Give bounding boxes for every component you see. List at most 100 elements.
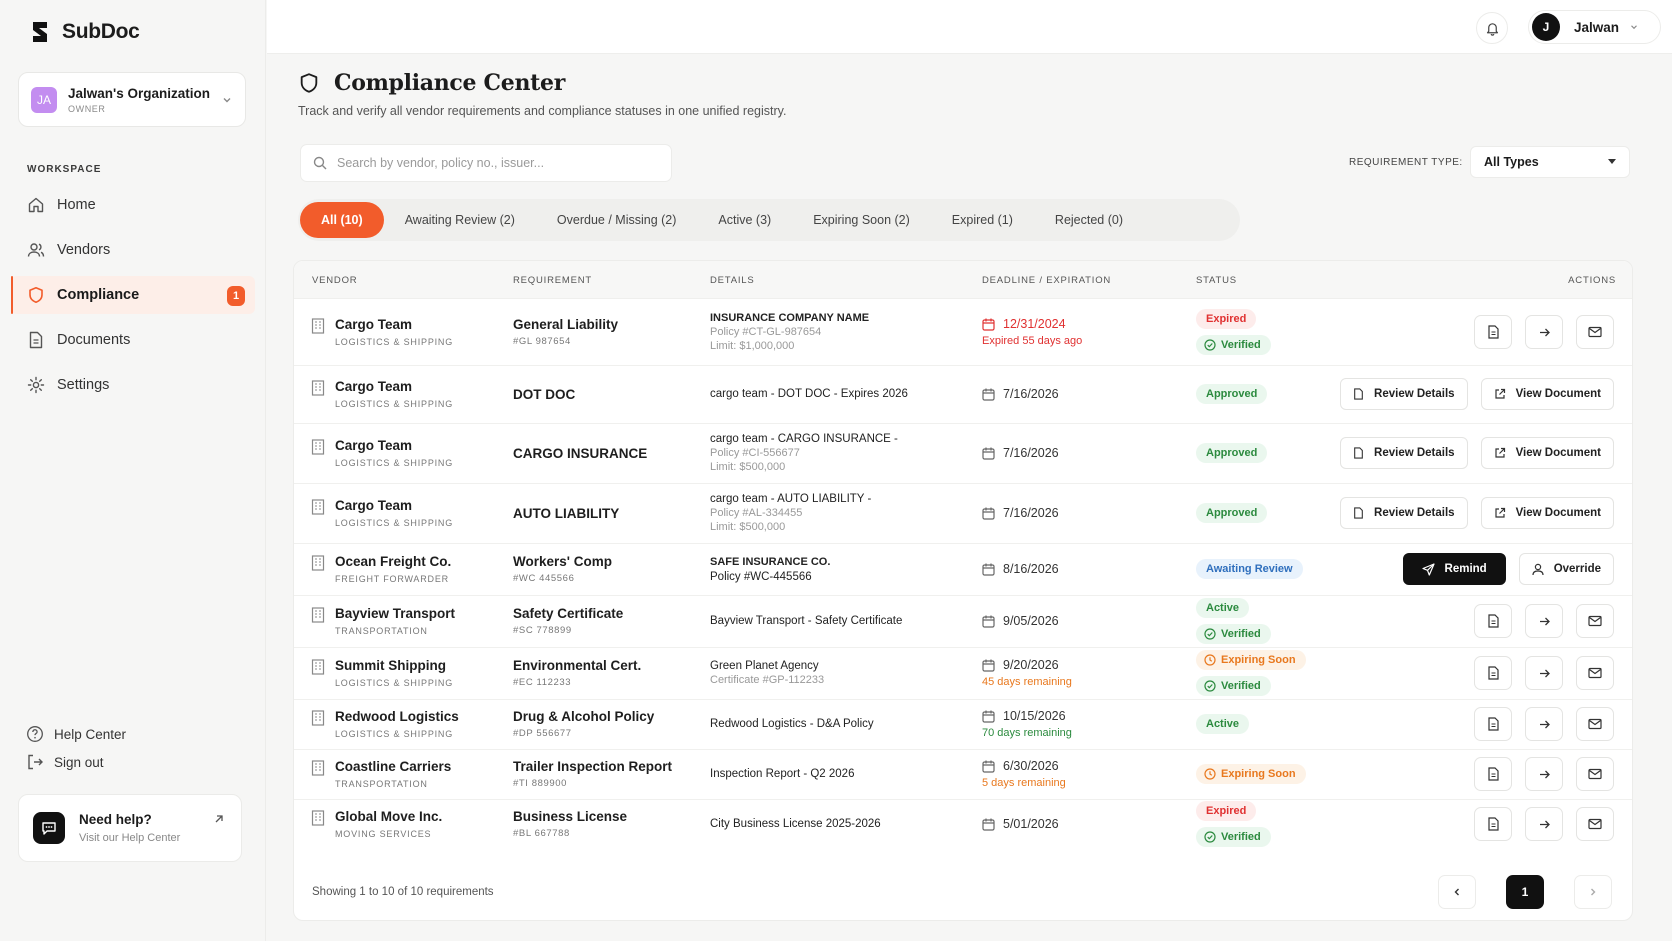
- sidebar-item-settings[interactable]: Settings: [11, 366, 255, 404]
- document-icon: [1487, 717, 1499, 731]
- open-details-button[interactable]: [1525, 807, 1563, 841]
- calendar-icon: [982, 507, 995, 520]
- mail-icon: [1588, 615, 1602, 627]
- tab-all[interactable]: All (10): [300, 202, 384, 238]
- tab-rejected[interactable]: Rejected (0): [1054, 213, 1124, 227]
- document-icon: [1354, 388, 1363, 400]
- view-document-button[interactable]: [1474, 604, 1512, 638]
- send-email-button[interactable]: [1576, 807, 1614, 841]
- status-badge-active: Active: [1196, 598, 1250, 618]
- vendor-name[interactable]: Bayview Transport: [335, 606, 456, 621]
- review-details-button[interactable]: Review Details: [1340, 437, 1468, 469]
- column-header-deadline: DEADLINE / EXPIRATION: [982, 275, 1112, 286]
- override-button[interactable]: Override: [1518, 553, 1614, 585]
- review-details-button[interactable]: Review Details: [1340, 378, 1468, 410]
- sidebar-nav: Home Vendors Compliance 1 Documents Sett…: [11, 186, 255, 411]
- details-main: City Business License 2025-2026: [710, 818, 881, 830]
- send-email-button[interactable]: [1576, 707, 1614, 741]
- sidebar-item-vendors[interactable]: Vendors: [11, 231, 255, 269]
- page-subtitle: Track and verify all vendor requirements…: [298, 104, 787, 118]
- details-main: Redwood Logistics - D&A Policy: [710, 718, 874, 730]
- search-input[interactable]: [337, 156, 637, 170]
- send-email-button[interactable]: [1576, 757, 1614, 791]
- view-document-button[interactable]: [1474, 757, 1512, 791]
- user-menu[interactable]: J Jalwan: [1528, 10, 1661, 44]
- requirement-id: #DP 556677: [513, 728, 572, 739]
- view-document-button[interactable]: View Document: [1480, 497, 1614, 529]
- search-box[interactable]: [300, 144, 672, 182]
- view-document-button[interactable]: [1474, 656, 1512, 690]
- org-switcher[interactable]: JA Jalwan's Organization OWNER: [18, 72, 246, 127]
- vendor-name[interactable]: Ocean Freight Co.: [335, 554, 452, 569]
- deadline-note: Expired 55 days ago: [982, 335, 1083, 347]
- details-main: Inspection Report - Q2 2026: [710, 768, 855, 780]
- view-document-button[interactable]: View Document: [1480, 437, 1614, 469]
- help-circle-icon: [27, 726, 43, 742]
- vendor-name[interactable]: Cargo Team: [335, 379, 413, 394]
- remind-button[interactable]: Remind: [1402, 553, 1506, 585]
- status-tabs: All (10) Awaiting Review (2) Overdue / M…: [298, 199, 1240, 241]
- vendor-name[interactable]: Global Move Inc.: [335, 809, 443, 824]
- notifications-button[interactable]: [1476, 12, 1508, 44]
- vendor-name[interactable]: Cargo Team: [335, 317, 413, 332]
- view-document-button[interactable]: View Document: [1480, 378, 1614, 410]
- document-icon: [29, 331, 43, 349]
- open-details-button[interactable]: [1525, 604, 1563, 638]
- sidebar-item-home[interactable]: Home: [11, 186, 255, 224]
- send-email-button[interactable]: [1576, 315, 1614, 349]
- deadline-date: 7/16/2026: [1003, 506, 1059, 520]
- tab-overdue-missing[interactable]: Overdue / Missing (2): [556, 213, 677, 227]
- help-center-link[interactable]: Help Center: [26, 720, 126, 748]
- sign-out-link[interactable]: Sign out: [26, 748, 126, 776]
- vendor-name[interactable]: Summit Shipping: [335, 658, 446, 673]
- tab-awaiting-review[interactable]: Awaiting Review (2): [404, 213, 515, 227]
- button-label: Review Details: [1374, 507, 1455, 519]
- requirement-name: Business License: [513, 809, 628, 824]
- requirement-id: #SC 778899: [513, 625, 572, 636]
- next-page-button[interactable]: [1574, 875, 1612, 909]
- column-header-requirement: REQUIREMENT: [513, 275, 592, 286]
- review-details-button[interactable]: Review Details: [1340, 497, 1468, 529]
- home-icon: [28, 197, 44, 213]
- row-actions: [1474, 604, 1614, 638]
- open-details-button[interactable]: [1525, 656, 1563, 690]
- requirement-type-value: All Types: [1484, 155, 1539, 169]
- tab-expiring-soon[interactable]: Expiring Soon (2): [813, 213, 910, 227]
- vendor-category: LOGISTICS & SHIPPING: [335, 399, 454, 409]
- open-details-button[interactable]: [1525, 757, 1563, 791]
- help-card-title: Need help?: [79, 812, 152, 827]
- prev-page-button[interactable]: [1438, 875, 1476, 909]
- send-email-button[interactable]: [1576, 604, 1614, 638]
- table-row: Cargo Team LOGISTICS & SHIPPING AUTO LIAB…: [294, 483, 1632, 543]
- send-email-button[interactable]: [1576, 656, 1614, 690]
- vendor-name[interactable]: Cargo Team: [335, 498, 413, 513]
- vendor-name[interactable]: Redwood Logistics: [335, 709, 459, 724]
- tab-expired[interactable]: Expired (1): [951, 213, 1013, 227]
- arrow-right-icon: [1539, 820, 1550, 828]
- requirement-type-select[interactable]: All Types: [1470, 146, 1630, 178]
- vendor-category: TRANSPORTATION: [335, 779, 428, 789]
- document-icon: [1354, 507, 1363, 519]
- check-circle-icon: [1204, 680, 1216, 692]
- bell-icon: [1486, 22, 1498, 36]
- vendor-name[interactable]: Coastline Carriers: [335, 759, 452, 774]
- open-details-button[interactable]: [1525, 707, 1563, 741]
- vendor-name[interactable]: Cargo Team: [335, 438, 413, 453]
- details-main: INSURANCE COMPANY NAME: [710, 312, 870, 324]
- view-document-button[interactable]: [1474, 707, 1512, 741]
- table-row: Cargo Team LOGISTICS & SHIPPING CARGO INS…: [294, 423, 1632, 483]
- requirement-id: #GL 987654: [513, 336, 571, 347]
- view-document-button[interactable]: [1474, 807, 1512, 841]
- tab-active[interactable]: Active (3): [718, 213, 772, 227]
- page-1-button[interactable]: 1: [1506, 875, 1544, 909]
- sidebar-item-compliance[interactable]: Compliance 1: [11, 276, 255, 314]
- view-document-button[interactable]: [1474, 315, 1512, 349]
- help-card[interactable]: Need help? Visit our Help Center: [18, 794, 242, 862]
- requirement-name: CARGO INSURANCE: [513, 445, 648, 461]
- building-icon: [311, 439, 325, 455]
- logo[interactable]: SubDoc: [28, 20, 140, 44]
- sidebar-item-documents[interactable]: Documents: [11, 321, 255, 359]
- open-details-button[interactable]: [1525, 315, 1563, 349]
- button-label: Override: [1553, 563, 1601, 575]
- button-label: Review Details: [1374, 388, 1455, 400]
